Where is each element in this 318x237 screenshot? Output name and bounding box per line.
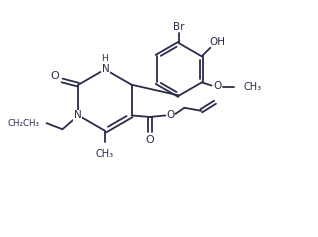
- Text: H: H: [102, 54, 108, 63]
- Text: CH₃: CH₃: [243, 82, 261, 92]
- Text: OH: OH: [210, 36, 226, 47]
- Text: O: O: [146, 135, 154, 145]
- Text: Br: Br: [173, 22, 185, 32]
- Text: N: N: [74, 110, 82, 120]
- Text: CH₂CH₃: CH₂CH₃: [8, 118, 40, 128]
- Text: CH₃: CH₃: [96, 149, 114, 159]
- Text: O: O: [50, 71, 59, 81]
- Text: N: N: [102, 64, 109, 74]
- Text: O: O: [167, 110, 175, 120]
- Text: O: O: [214, 82, 222, 91]
